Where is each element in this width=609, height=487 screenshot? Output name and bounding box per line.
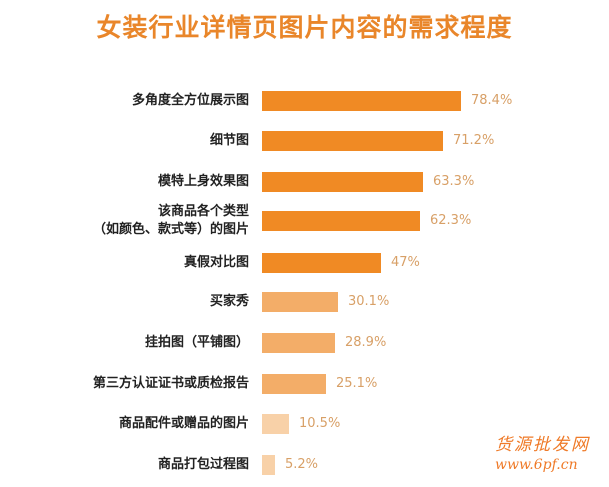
bar-label-line1: 该商品各个类型 <box>157 204 249 219</box>
bar-row: 挂拍图（平铺图） 28.9% <box>0 332 609 354</box>
watermark: 货源批发网 www.6pf.cn <box>495 430 590 473</box>
watermark-name: 货源批发网 <box>495 435 590 455</box>
bar-label: 真假对比图 <box>183 255 249 270</box>
bar-label: 模特上身效果图 <box>157 174 249 189</box>
bar <box>262 414 289 434</box>
bar-row: 模特上身效果图 63.3% <box>0 171 609 193</box>
bar-value: 10.5% <box>299 416 341 431</box>
bar-row: 细节图 71.2% <box>0 130 609 152</box>
bar-value: 47% <box>391 255 420 270</box>
bar-value: 78.4% <box>471 93 513 108</box>
bar <box>262 253 381 273</box>
bar-value: 5.2% <box>285 457 319 472</box>
watermark-url: www.6pf.cn <box>495 457 578 473</box>
bar-row: 该商品各个类型 （如颜色、款式等）的图片 62.3% <box>0 204 609 237</box>
bar <box>262 131 443 151</box>
bar-value: 71.2% <box>453 133 495 148</box>
bar <box>262 172 423 192</box>
bar <box>262 455 275 475</box>
bar-value: 28.9% <box>345 335 387 350</box>
bar <box>262 292 338 312</box>
bar-label: 第三方认证证书或质检报告 <box>92 376 249 391</box>
bar-label: 多角度全方位展示图 <box>131 93 249 108</box>
bar-value: 30.1% <box>348 294 390 309</box>
bar-label: 细节图 <box>209 133 249 148</box>
chart-title: 女装行业详情页图片内容的需求程度 <box>96 13 513 42</box>
bar-label: 该商品各个类型 （如颜色、款式等）的图片 <box>93 203 249 239</box>
bar-value: 25.1% <box>336 376 378 391</box>
bar-row: 第三方认证证书或质检报告 25.1% <box>0 373 609 395</box>
bar-label: 买家秀 <box>209 294 249 309</box>
bar-value: 62.3% <box>430 213 472 228</box>
bar-row: 真假对比图 47% <box>0 252 609 274</box>
bar <box>262 374 326 394</box>
bar-value: 63.3% <box>433 174 475 189</box>
bar <box>262 211 420 231</box>
bar <box>262 91 461 111</box>
bar-row: 商品配件或赠品的图片 10.5% <box>0 413 609 435</box>
bar-row: 买家秀 30.1% <box>0 291 609 313</box>
bar-label: 商品打包过程图 <box>157 457 249 472</box>
bar <box>262 333 335 353</box>
bar-label: 商品配件或赠品的图片 <box>118 416 249 431</box>
bar-row: 多角度全方位展示图 78.4% <box>0 90 609 112</box>
bar-label: 挂拍图（平铺图） <box>144 335 249 350</box>
bar-label-line2: （如颜色、款式等）的图片 <box>92 222 249 237</box>
bar-row: 商品打包过程图 5.2% <box>0 454 609 476</box>
